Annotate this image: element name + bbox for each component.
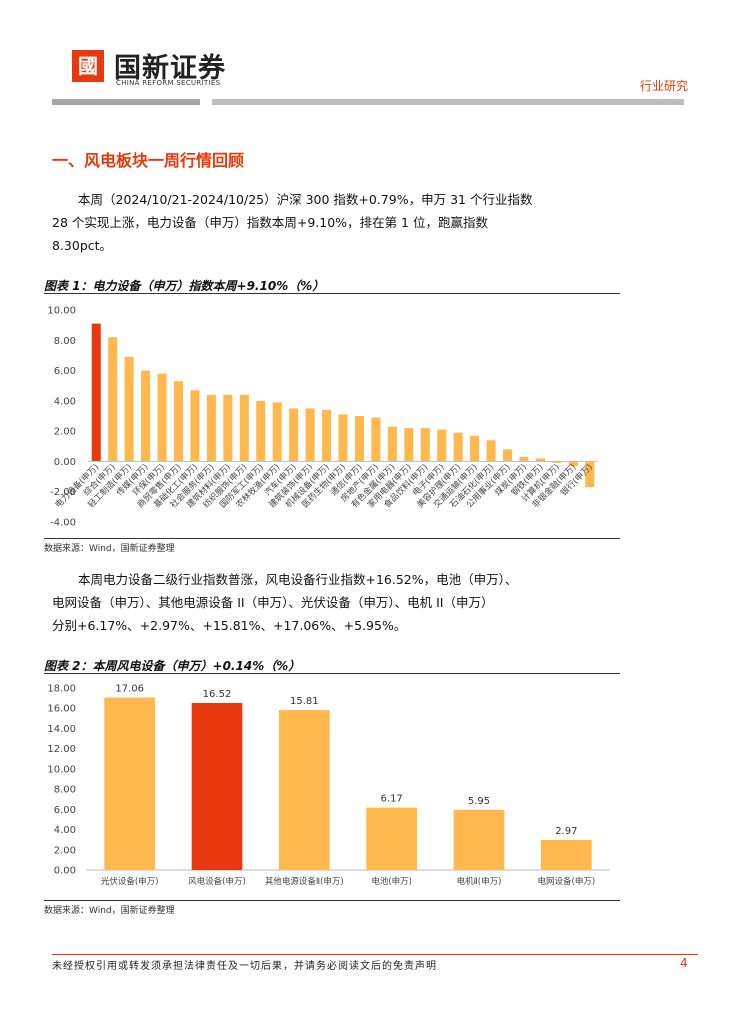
figure-2-source: 数据来源：Wind，国新证券整理 (44, 906, 175, 916)
bar (256, 400, 266, 462)
x-tick-label: 光伏设备(申万) (101, 876, 159, 887)
bar (338, 414, 348, 462)
data-label: 16.52 (203, 689, 232, 700)
bar (305, 408, 315, 462)
y-tick-label: 12.00 (47, 744, 76, 755)
bar (191, 702, 243, 870)
bar (535, 458, 545, 462)
bar (404, 428, 414, 462)
logo-name-cn: 国新证券 (114, 53, 226, 84)
bar (279, 710, 330, 870)
figure-1-bottom-rule (44, 538, 620, 539)
logo-mark: 國 (72, 50, 104, 82)
figure-2-chart: 0.00 2.00 4.00 6.00 8.00 10.00 12.00 14.00 16.00… (47, 684, 610, 887)
data-label: 5.95 (468, 796, 490, 807)
paragraph-1-line-3: 8.30pct。 (52, 238, 113, 253)
data-label: 2.97 (555, 826, 577, 837)
paragraph-1-line-2: 28 个实现上涨，电力设备（申万）指数本周+9.10%，排在第 1 位，跑赢指数 (52, 215, 488, 230)
y-tick-label: -4.00 (50, 518, 76, 529)
x-tick-label: 电网设备(申万) (538, 876, 596, 887)
bar (272, 402, 282, 462)
data-label: 6.17 (381, 794, 403, 805)
bar (519, 456, 529, 462)
bar (190, 390, 200, 462)
y-tick-label: 10.00 (47, 764, 76, 775)
data-label: 15.81 (290, 696, 319, 707)
bar (354, 416, 364, 462)
bar (91, 323, 101, 462)
y-tick-label: 16.00 (47, 704, 76, 715)
bar (366, 807, 417, 870)
bar (453, 809, 505, 870)
figure-1-chart: -4.00-2.000.002.004.006.008.0010.00电力设备(… (47, 306, 598, 529)
bar (486, 440, 496, 462)
bar (104, 697, 155, 870)
bar (453, 432, 463, 462)
y-tick-label: 2.00 (54, 427, 76, 438)
bar (289, 408, 299, 462)
paragraph-2-line-1: 本周电力设备二级行业指数普涨，风电设备行业指数+16.52%，电池（申万）、 (78, 572, 518, 587)
y-tick-label: 14.00 (47, 724, 76, 735)
y-tick-label: 8.00 (54, 785, 76, 796)
bar (470, 435, 480, 462)
y-tick-label: 0.00 (54, 866, 76, 877)
y-tick-label: 10.00 (47, 306, 76, 317)
figure-1-top-rule (44, 293, 620, 294)
figure-1-title: 图表 1：电力设备（申万）指数本周+9.10%（%） (44, 279, 325, 293)
bar (371, 417, 381, 462)
x-tick-label: 风电设备(申万) (188, 876, 246, 887)
y-tick-label: 6.00 (54, 805, 76, 816)
bar (108, 337, 118, 462)
bar (502, 449, 513, 462)
paragraph-2-line-2: 电网设备（申万）、其他电源设备 II（申万）、光伏设备（申万）、电机 II（申万… (52, 595, 494, 610)
bar (541, 839, 592, 870)
header-divider-right (212, 99, 684, 105)
bar (420, 428, 430, 462)
y-tick-label: 2.00 (54, 845, 76, 856)
bar (437, 429, 447, 462)
bar (585, 461, 595, 488)
paragraph-2-line-3: 分别+6.17%、+2.97%、+15.81%、+17.06%、+5.95%。 (52, 618, 407, 633)
y-tick-label: 8.00 (54, 336, 76, 347)
x-tick-label: 电机Ⅱ(申万) (457, 876, 502, 887)
bar (552, 461, 562, 463)
section-heading: 一、风电板块一周行情回顾 (52, 151, 245, 170)
figure-2-title: 图表 2：本周风电设备（申万）+0.14%（%） (44, 659, 301, 673)
logo-name-en: CHINA REFORM SECURITIES (116, 79, 221, 87)
header-divider-left (52, 99, 200, 105)
bar (157, 373, 167, 462)
bar (223, 394, 233, 462)
figure-2-top-rule (44, 673, 620, 674)
data-label: 17.06 (115, 684, 144, 695)
bar (124, 356, 134, 462)
figure-2-bottom-rule (44, 900, 620, 901)
bar (239, 394, 249, 462)
x-tick-label: 其他电源设备Ⅱ(申万) (265, 876, 344, 887)
footer-disclaimer: 未经授权引用或转发须承担法律责任及一切后果，并请务必阅读文后的免责声明 (52, 961, 437, 972)
y-tick-label: 4.00 (54, 396, 76, 407)
paragraph-2: 本周电力设备二级行业指数普涨，风电设备行业指数+16.52%，电池（申万）、 电… (52, 568, 546, 637)
y-tick-label: 6.00 (54, 366, 76, 377)
bar (206, 394, 216, 462)
footer-rule (52, 954, 698, 955)
x-tick-label: 电池(申万) (371, 876, 412, 887)
bar (568, 461, 578, 466)
bar (173, 381, 184, 462)
bar (141, 370, 151, 462)
y-tick-label: 4.00 (54, 825, 76, 836)
paragraph-1: 本周（2024/10/21-2024/10/25）沪深 300 指数+0.79%… (52, 188, 546, 257)
page-number: 4 (680, 956, 688, 970)
bar (322, 409, 332, 462)
section-label: 行业研究 (640, 79, 689, 93)
y-tick-label: 0.00 (54, 457, 76, 468)
y-tick-label: 18.00 (47, 684, 76, 695)
figure-1-source: 数据来源：Wind，国新证券整理 (44, 544, 175, 554)
y-tick-label: -2.00 (50, 487, 76, 498)
paragraph-1-line-1: 本周（2024/10/21-2024/10/25）沪深 300 指数+0.79%… (78, 192, 533, 207)
bar (387, 426, 397, 462)
